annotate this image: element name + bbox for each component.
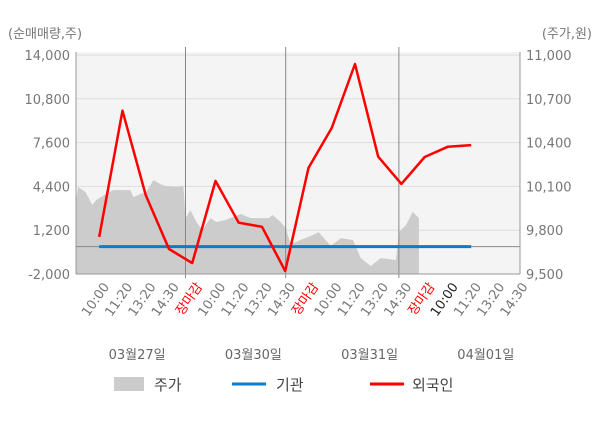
right-tick-label: 10,100 xyxy=(526,180,572,195)
date-label: 04월01일 xyxy=(457,348,514,363)
left-tick-label: 7,600 xyxy=(33,137,70,152)
left-tick-label: 4,400 xyxy=(33,180,70,195)
left-tick-label: -2,000 xyxy=(28,268,70,283)
date-label: 03월31일 xyxy=(341,348,398,363)
right-tick-label: 9,800 xyxy=(526,224,563,239)
right-tick-label: 10,700 xyxy=(526,93,572,108)
date-label: 03월27일 xyxy=(109,348,166,363)
right-axis-unit: (주가,원) xyxy=(542,27,592,42)
legend: 주가 기관 외국인 xyxy=(114,376,453,394)
left-tick-label: 1,200 xyxy=(33,224,70,239)
right-tick-label: 9,500 xyxy=(526,268,563,283)
legend-institution-label: 기관 xyxy=(276,376,304,394)
left-tick-label: 14,000 xyxy=(25,49,71,64)
right-tick-label: 10,400 xyxy=(526,137,572,152)
left-tick-label: 10,800 xyxy=(25,93,71,108)
date-label: 03월30일 xyxy=(225,348,282,363)
price-area xyxy=(76,180,419,274)
right-tick-label: 11,000 xyxy=(526,49,572,64)
legend-foreign-label: 외국인 xyxy=(412,376,453,394)
left-axis-unit: (순매매량,주) xyxy=(8,27,82,42)
legend-price-swatch xyxy=(114,377,144,391)
legend-price-label: 주가 xyxy=(154,376,182,394)
